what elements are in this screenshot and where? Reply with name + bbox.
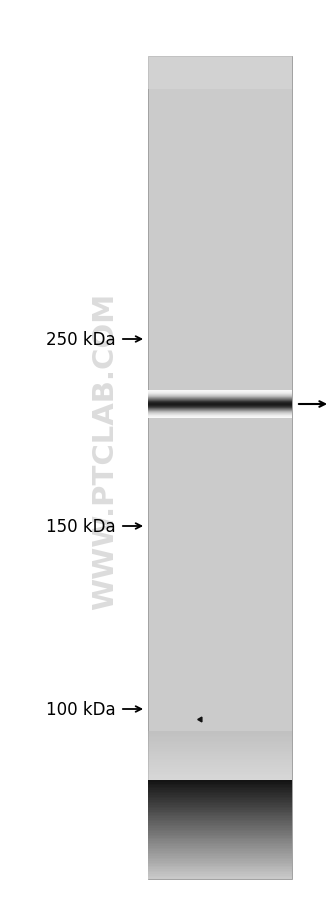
Bar — [148, 866, 292, 868]
Bar — [148, 740, 292, 741]
Bar — [148, 748, 292, 750]
Bar — [148, 756, 292, 758]
Bar — [148, 782, 292, 784]
Bar — [148, 760, 292, 762]
Bar — [148, 800, 292, 802]
Bar — [148, 820, 292, 822]
Bar — [148, 768, 292, 769]
Bar — [148, 808, 292, 810]
Bar — [148, 858, 292, 860]
Bar — [148, 846, 292, 848]
Text: 150 kDa: 150 kDa — [47, 518, 116, 536]
Bar — [148, 836, 292, 838]
Bar — [148, 804, 292, 805]
Bar — [148, 861, 292, 862]
Bar — [148, 736, 292, 738]
Bar — [148, 787, 292, 788]
Bar — [148, 840, 292, 842]
Bar — [148, 57, 292, 879]
Bar — [148, 838, 292, 840]
Bar — [148, 764, 292, 766]
Bar — [148, 805, 292, 806]
Bar — [148, 794, 292, 796]
Bar — [148, 798, 292, 800]
Bar — [148, 868, 292, 870]
Bar — [148, 746, 292, 748]
Bar — [148, 778, 292, 780]
Bar — [148, 744, 292, 746]
Bar — [148, 762, 292, 764]
Bar — [148, 810, 292, 812]
Bar — [148, 769, 292, 770]
Bar — [148, 862, 292, 864]
Bar — [148, 731, 292, 732]
Bar — [148, 750, 292, 752]
Bar — [148, 754, 292, 756]
Bar — [148, 742, 292, 744]
Bar — [148, 816, 292, 818]
Bar — [148, 864, 292, 866]
Bar — [148, 766, 292, 768]
Bar — [148, 856, 292, 858]
Bar — [148, 833, 292, 834]
Bar — [148, 852, 292, 854]
Text: WWW.PTCLAB.COM: WWW.PTCLAB.COM — [91, 292, 119, 610]
Bar — [148, 854, 292, 856]
Bar — [148, 780, 292, 782]
Bar — [148, 844, 292, 846]
Bar — [148, 876, 292, 878]
Bar — [148, 860, 292, 861]
Bar — [148, 741, 292, 742]
Bar — [148, 774, 292, 776]
Bar — [148, 812, 292, 814]
Bar — [148, 752, 292, 754]
Bar — [148, 802, 292, 804]
Bar — [148, 759, 292, 760]
Text: 250 kDa: 250 kDa — [47, 331, 116, 348]
Bar — [148, 790, 292, 792]
Bar — [148, 818, 292, 820]
Bar — [148, 772, 292, 774]
Bar — [148, 786, 292, 787]
Bar — [148, 792, 292, 794]
Bar — [148, 826, 292, 828]
Bar — [148, 851, 292, 852]
Bar — [148, 788, 292, 790]
Bar — [148, 738, 292, 740]
Bar — [148, 832, 292, 833]
Bar — [148, 872, 292, 874]
Bar — [148, 784, 292, 786]
Text: 100 kDa: 100 kDa — [47, 700, 116, 718]
Bar — [148, 824, 292, 826]
Bar — [148, 822, 292, 824]
Bar — [148, 814, 292, 815]
Bar — [148, 732, 292, 734]
Bar — [148, 848, 292, 850]
Bar — [148, 828, 292, 830]
Bar — [148, 878, 292, 879]
Bar — [148, 850, 292, 851]
Bar — [148, 815, 292, 816]
Bar — [148, 770, 292, 772]
Bar — [148, 758, 292, 759]
Bar — [148, 870, 292, 872]
Bar — [148, 874, 292, 876]
Bar — [148, 734, 292, 736]
Bar — [148, 842, 292, 844]
Bar — [148, 806, 292, 808]
Bar — [148, 57, 292, 90]
Bar — [148, 834, 292, 836]
Bar — [148, 830, 292, 832]
Bar — [148, 776, 292, 778]
Bar — [148, 796, 292, 798]
